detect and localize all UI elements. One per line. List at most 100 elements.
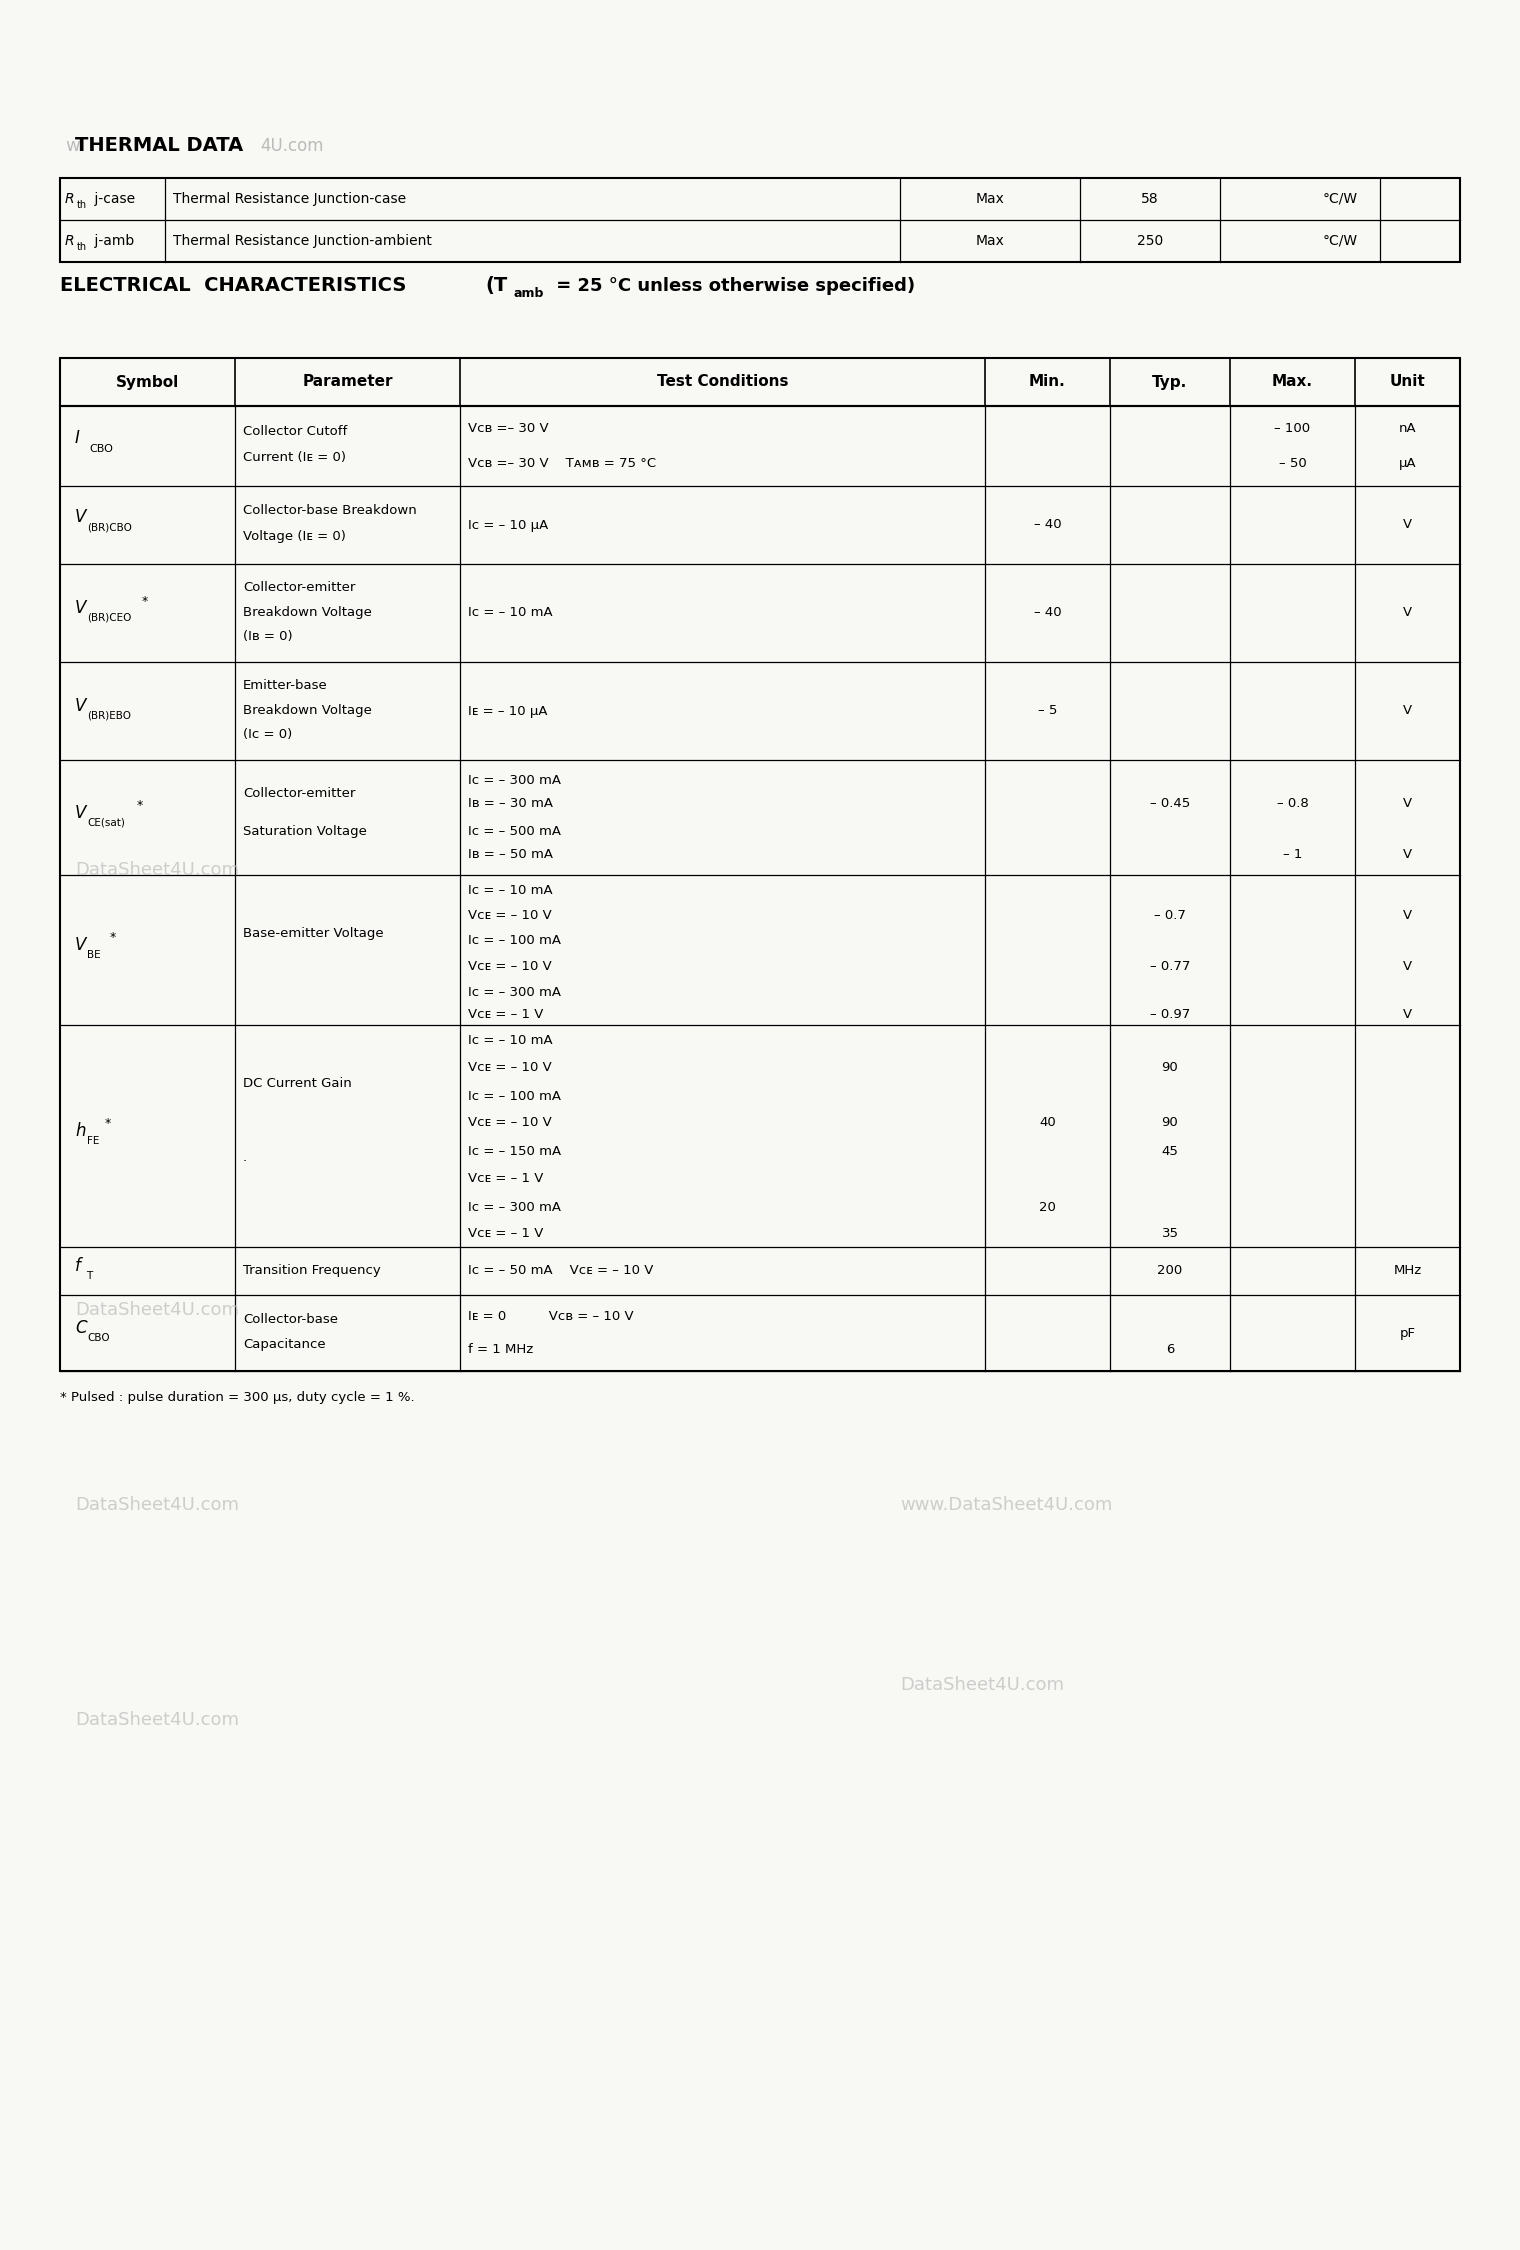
Bar — [59, 405, 1461, 1370]
Text: V: V — [74, 508, 87, 526]
Text: – 5: – 5 — [1038, 704, 1058, 718]
Text: – 40: – 40 — [1034, 608, 1061, 619]
Text: Iᴄ = – 300 mA: Iᴄ = – 300 mA — [468, 986, 561, 999]
Text: Capacitance: Capacitance — [243, 1339, 325, 1350]
Text: (BR)EBO: (BR)EBO — [87, 711, 131, 720]
Text: Current (Iᴇ = 0): Current (Iᴇ = 0) — [243, 452, 347, 463]
Text: V: V — [1403, 608, 1412, 619]
Text: Iᴄ = – 500 mA: Iᴄ = – 500 mA — [468, 826, 561, 837]
Text: DataSheet4U.com: DataSheet4U.com — [74, 1496, 239, 1514]
Text: Iᴄ = – 100 mA: Iᴄ = – 100 mA — [468, 1089, 561, 1102]
Text: – 0.45: – 0.45 — [1149, 796, 1190, 810]
Text: THERMAL DATA: THERMAL DATA — [74, 135, 243, 155]
Text: Vᴄᴇ = – 1 V: Vᴄᴇ = – 1 V — [468, 1008, 543, 1022]
Text: Iᴄ = – 10 mA: Iᴄ = – 10 mA — [468, 1035, 553, 1046]
Text: CBO: CBO — [90, 443, 112, 454]
Text: w: w — [65, 137, 79, 155]
Text: Collector-base Breakdown: Collector-base Breakdown — [243, 504, 416, 518]
Text: T: T — [87, 1271, 93, 1280]
Text: Base-emitter Voltage: Base-emitter Voltage — [243, 927, 383, 940]
Text: www.DataSheet4U.com: www.DataSheet4U.com — [900, 1496, 1113, 1514]
Text: Iʙ = – 50 mA: Iʙ = – 50 mA — [468, 848, 553, 862]
Text: V: V — [1403, 848, 1412, 862]
Text: (BR)CBO: (BR)CBO — [87, 522, 132, 533]
Text: – 1: – 1 — [1283, 848, 1303, 862]
Bar — [59, 178, 1461, 261]
Text: Voltage (Iᴇ = 0): Voltage (Iᴇ = 0) — [243, 531, 347, 542]
Text: I: I — [74, 430, 81, 448]
Text: Vᴄᴇ = – 10 V: Vᴄᴇ = – 10 V — [468, 1060, 552, 1073]
Text: Iᴄ = – 10 mA: Iᴄ = – 10 mA — [468, 884, 553, 896]
Text: Collector-base: Collector-base — [243, 1312, 337, 1325]
Text: (T: (T — [485, 277, 508, 295]
Text: Iᴄ = – 10 µA: Iᴄ = – 10 µA — [468, 518, 549, 531]
Text: *: * — [141, 594, 149, 608]
Text: V: V — [74, 803, 87, 821]
Text: Vᴄᴇ = – 10 V: Vᴄᴇ = – 10 V — [468, 1116, 552, 1130]
Text: ELECTRICAL  CHARACTERISTICS: ELECTRICAL CHARACTERISTICS — [59, 277, 413, 295]
Text: = 25 °C unless otherwise specified): = 25 °C unless otherwise specified) — [550, 277, 915, 295]
Text: °C/W: °C/W — [1322, 191, 1357, 207]
Text: V: V — [1403, 518, 1412, 531]
Text: th: th — [78, 243, 87, 252]
Text: Collector Cutoff: Collector Cutoff — [243, 425, 347, 439]
Text: (Iʙ = 0): (Iʙ = 0) — [243, 630, 293, 644]
Text: V: V — [1403, 909, 1412, 922]
Text: 45: 45 — [1161, 1145, 1178, 1159]
Text: Vᴄʙ =– 30 V: Vᴄʙ =– 30 V — [468, 423, 549, 434]
Text: Iᴇ = 0          Vᴄʙ = – 10 V: Iᴇ = 0 Vᴄʙ = – 10 V — [468, 1310, 634, 1323]
Text: Transition Frequency: Transition Frequency — [243, 1265, 380, 1276]
Text: BE: BE — [87, 950, 100, 961]
Text: 90: 90 — [1161, 1116, 1178, 1130]
Text: Typ.: Typ. — [1152, 374, 1187, 389]
Text: pF: pF — [1400, 1328, 1415, 1339]
Text: DataSheet4U.com: DataSheet4U.com — [74, 1710, 239, 1728]
Text: CE(sat): CE(sat) — [87, 817, 125, 828]
Text: – 0.77: – 0.77 — [1149, 961, 1190, 972]
Text: Symbol: Symbol — [116, 374, 179, 389]
Text: °C/W: °C/W — [1322, 234, 1357, 248]
Text: – 100: – 100 — [1274, 423, 1310, 434]
Text: C: C — [74, 1318, 87, 1336]
Text: j-amb: j-amb — [90, 234, 134, 248]
Text: V: V — [1403, 961, 1412, 972]
Text: 35: 35 — [1161, 1226, 1178, 1240]
Text: Iᴄ = – 50 mA    Vᴄᴇ = – 10 V: Iᴄ = – 50 mA Vᴄᴇ = – 10 V — [468, 1265, 654, 1278]
Text: 90: 90 — [1161, 1060, 1178, 1073]
Text: V: V — [74, 698, 87, 716]
Text: Iᴄ = – 100 mA: Iᴄ = – 100 mA — [468, 934, 561, 947]
Text: Iᴄ = – 10 mA: Iᴄ = – 10 mA — [468, 608, 553, 619]
Text: DC Current Gain: DC Current Gain — [243, 1078, 351, 1089]
Text: Breakdown Voltage: Breakdown Voltage — [243, 605, 372, 619]
Text: amb: amb — [514, 288, 544, 299]
Text: – 0.7: – 0.7 — [1154, 909, 1186, 922]
Text: FE: FE — [87, 1136, 99, 1145]
Text: 200: 200 — [1157, 1265, 1183, 1278]
Text: Breakdown Voltage: Breakdown Voltage — [243, 704, 372, 718]
Text: Min.: Min. — [1029, 374, 1066, 389]
Text: Vᴄᴇ = – 10 V: Vᴄᴇ = – 10 V — [468, 909, 552, 922]
Text: Vᴄʙ =– 30 V    Tᴀᴍʙ = 75 °C: Vᴄʙ =– 30 V Tᴀᴍʙ = 75 °C — [468, 457, 657, 470]
Text: f: f — [74, 1258, 81, 1276]
Text: Vᴄᴇ = – 1 V: Vᴄᴇ = – 1 V — [468, 1226, 543, 1240]
Text: *: * — [105, 1118, 111, 1130]
Text: Parameter: Parameter — [302, 374, 392, 389]
Text: Iᴄ = – 150 mA: Iᴄ = – 150 mA — [468, 1145, 561, 1159]
Text: Collector-emitter: Collector-emitter — [243, 580, 356, 594]
Text: .: . — [243, 1150, 248, 1163]
Text: Collector-emitter: Collector-emitter — [243, 788, 356, 799]
Text: *: * — [109, 932, 116, 945]
Text: R: R — [65, 234, 74, 248]
Text: Emitter-base: Emitter-base — [243, 680, 328, 693]
Text: (BR)CEO: (BR)CEO — [87, 612, 131, 623]
Text: 4U.com: 4U.com — [260, 137, 324, 155]
Text: Vᴄᴇ = – 10 V: Vᴄᴇ = – 10 V — [468, 961, 552, 972]
Text: V: V — [1403, 704, 1412, 718]
Text: CBO: CBO — [87, 1332, 109, 1343]
Text: Iᴄ = – 300 mA: Iᴄ = – 300 mA — [468, 774, 561, 787]
Text: Iʙ = – 30 mA: Iʙ = – 30 mA — [468, 796, 553, 810]
Text: Thermal Resistance Junction-ambient: Thermal Resistance Junction-ambient — [173, 234, 432, 248]
Text: – 0.8: – 0.8 — [1277, 796, 1309, 810]
Text: * Pulsed : pulse duration = 300 µs, duty cycle = 1 %.: * Pulsed : pulse duration = 300 µs, duty… — [59, 1390, 415, 1404]
Text: Test Conditions: Test Conditions — [657, 374, 789, 389]
